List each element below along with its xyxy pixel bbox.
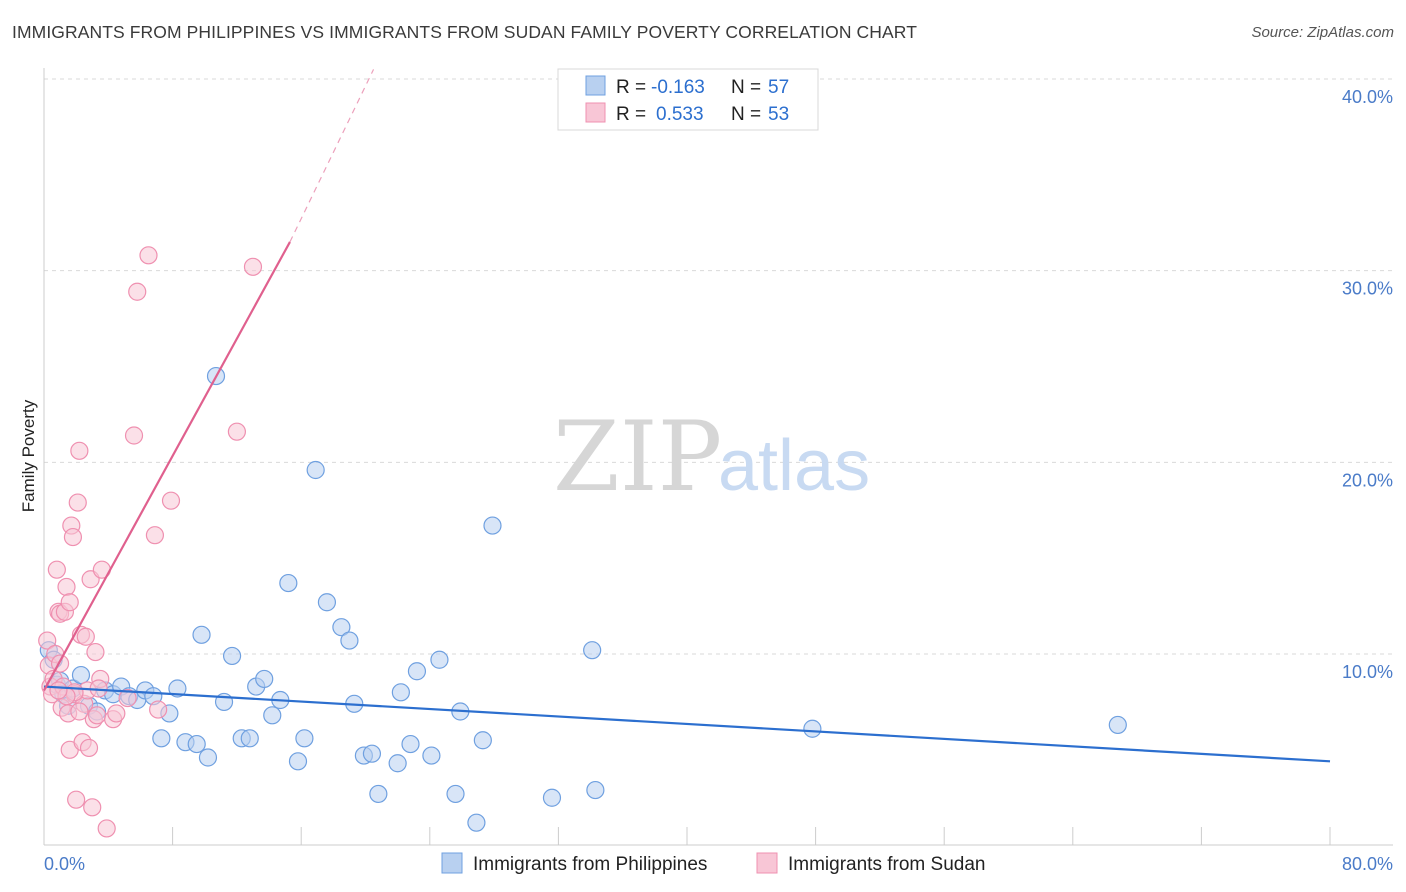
- stats-r-label-sudan: R =: [616, 104, 646, 125]
- point-sudan: [49, 681, 68, 700]
- point-philippines: [586, 780, 605, 800]
- stats-swatch-sudan: [585, 102, 606, 123]
- watermark: ZIP atlas: [553, 401, 870, 513]
- point-sudan: [76, 627, 95, 646]
- x-tick-label-min: 0.0%: [44, 854, 85, 874]
- trend-line-sudan: [43, 241, 291, 691]
- point-philippines: [542, 788, 562, 807]
- point-sudan: [57, 577, 76, 597]
- point-sudan: [145, 526, 165, 545]
- points-layer: [38, 246, 1127, 838]
- point-philippines: [430, 650, 449, 669]
- point-philippines: [467, 813, 486, 832]
- point-philippines: [1108, 715, 1127, 735]
- point-sudan: [124, 426, 144, 445]
- point-philippines: [187, 734, 206, 754]
- point-sudan: [68, 493, 87, 512]
- y-tick-label: 10.0%: [1342, 662, 1393, 682]
- axes-layer: [43, 68, 1393, 846]
- y-tick-label: 30.0%: [1342, 279, 1393, 299]
- x-tick-label-max: 80.0%: [1342, 854, 1393, 874]
- stats-swatch-philippines: [585, 75, 606, 96]
- stats-r-value-philippines: -0.163: [651, 77, 705, 98]
- point-philippines: [483, 516, 502, 535]
- point-philippines: [192, 625, 211, 644]
- point-philippines: [222, 646, 242, 666]
- chart-source: Source: ZipAtlas.com: [1251, 24, 1394, 41]
- stats-n-value-philippines: 57: [768, 77, 789, 98]
- point-philippines: [255, 669, 274, 689]
- trend-line-philippines: [43, 685, 1331, 763]
- point-philippines: [317, 593, 337, 612]
- point-sudan: [243, 257, 263, 276]
- point-sudan: [107, 704, 126, 723]
- watermark-zip: ZIP: [553, 401, 722, 513]
- legend-label-sudan: Immigrants from Sudan: [788, 854, 985, 875]
- point-philippines: [473, 731, 492, 750]
- y-tick-label: 20.0%: [1342, 470, 1393, 490]
- point-sudan: [63, 527, 83, 547]
- grid-layer: [44, 78, 1393, 655]
- point-sudan: [70, 441, 89, 460]
- point-sudan: [97, 819, 116, 838]
- point-philippines: [306, 460, 325, 480]
- point-sudan: [60, 593, 79, 612]
- stats-legend: R = -0.163 N = 57 R = 0.533 N = 53: [557, 68, 819, 131]
- point-philippines: [198, 748, 218, 767]
- stats-n-label-philippines: N =: [731, 77, 761, 98]
- point-sudan: [118, 688, 137, 708]
- point-sudan: [38, 631, 57, 650]
- point-philippines: [152, 729, 171, 748]
- point-sudan: [83, 798, 102, 817]
- y-axis-label: Family Poverty: [19, 399, 38, 512]
- point-sudan: [149, 700, 168, 719]
- point-philippines: [362, 744, 382, 763]
- point-sudan: [139, 246, 158, 265]
- tick-labels: 10.0% 20.0% 30.0% 40.0% 0.0% 80.0%: [44, 87, 1393, 874]
- point-philippines: [279, 573, 298, 593]
- point-philippines: [168, 679, 187, 698]
- point-philippines: [240, 729, 259, 748]
- legend-swatch-philippines: [441, 852, 463, 874]
- point-sudan: [47, 560, 66, 579]
- point-sudan: [86, 642, 105, 662]
- point-philippines: [263, 706, 282, 725]
- point-philippines: [332, 618, 351, 637]
- trend-line-extension-sudan: [289, 69, 375, 243]
- point-philippines: [422, 746, 441, 765]
- point-philippines: [388, 754, 407, 773]
- point-philippines: [288, 752, 308, 771]
- y-tick-label: 40.0%: [1342, 87, 1393, 107]
- point-philippines: [340, 631, 359, 650]
- point-philippines: [803, 719, 822, 738]
- point-sudan: [87, 706, 107, 725]
- point-sudan: [70, 702, 89, 721]
- stats-n-value-sudan: 53: [768, 104, 789, 125]
- point-philippines: [295, 729, 314, 748]
- point-philippines: [407, 662, 427, 681]
- point-sudan: [67, 790, 86, 809]
- point-sudan: [50, 654, 70, 673]
- series-legend: Immigrants from Philippines Immigrants f…: [441, 852, 985, 875]
- point-philippines: [391, 683, 410, 702]
- watermark-atlas: atlas: [718, 426, 870, 506]
- trend-layer: [43, 69, 1331, 763]
- point-sudan: [128, 282, 147, 301]
- point-sudan: [161, 491, 181, 510]
- stats-r-label-philippines: R =: [616, 77, 646, 98]
- stats-r-value-sudan: 0.533: [656, 104, 704, 125]
- point-philippines: [71, 665, 91, 685]
- point-philippines: [401, 734, 420, 754]
- point-sudan: [79, 738, 99, 758]
- stats-n-label-sudan: N =: [731, 104, 761, 125]
- legend-label-philippines: Immigrants from Philippines: [473, 854, 707, 875]
- point-philippines: [583, 641, 602, 660]
- chart-title: IMMIGRANTS FROM PHILIPPINES VS IMMIGRANT…: [12, 22, 918, 42]
- point-sudan: [227, 422, 246, 441]
- legend-swatch-sudan: [756, 852, 778, 874]
- point-philippines: [446, 784, 465, 804]
- point-philippines: [369, 784, 388, 804]
